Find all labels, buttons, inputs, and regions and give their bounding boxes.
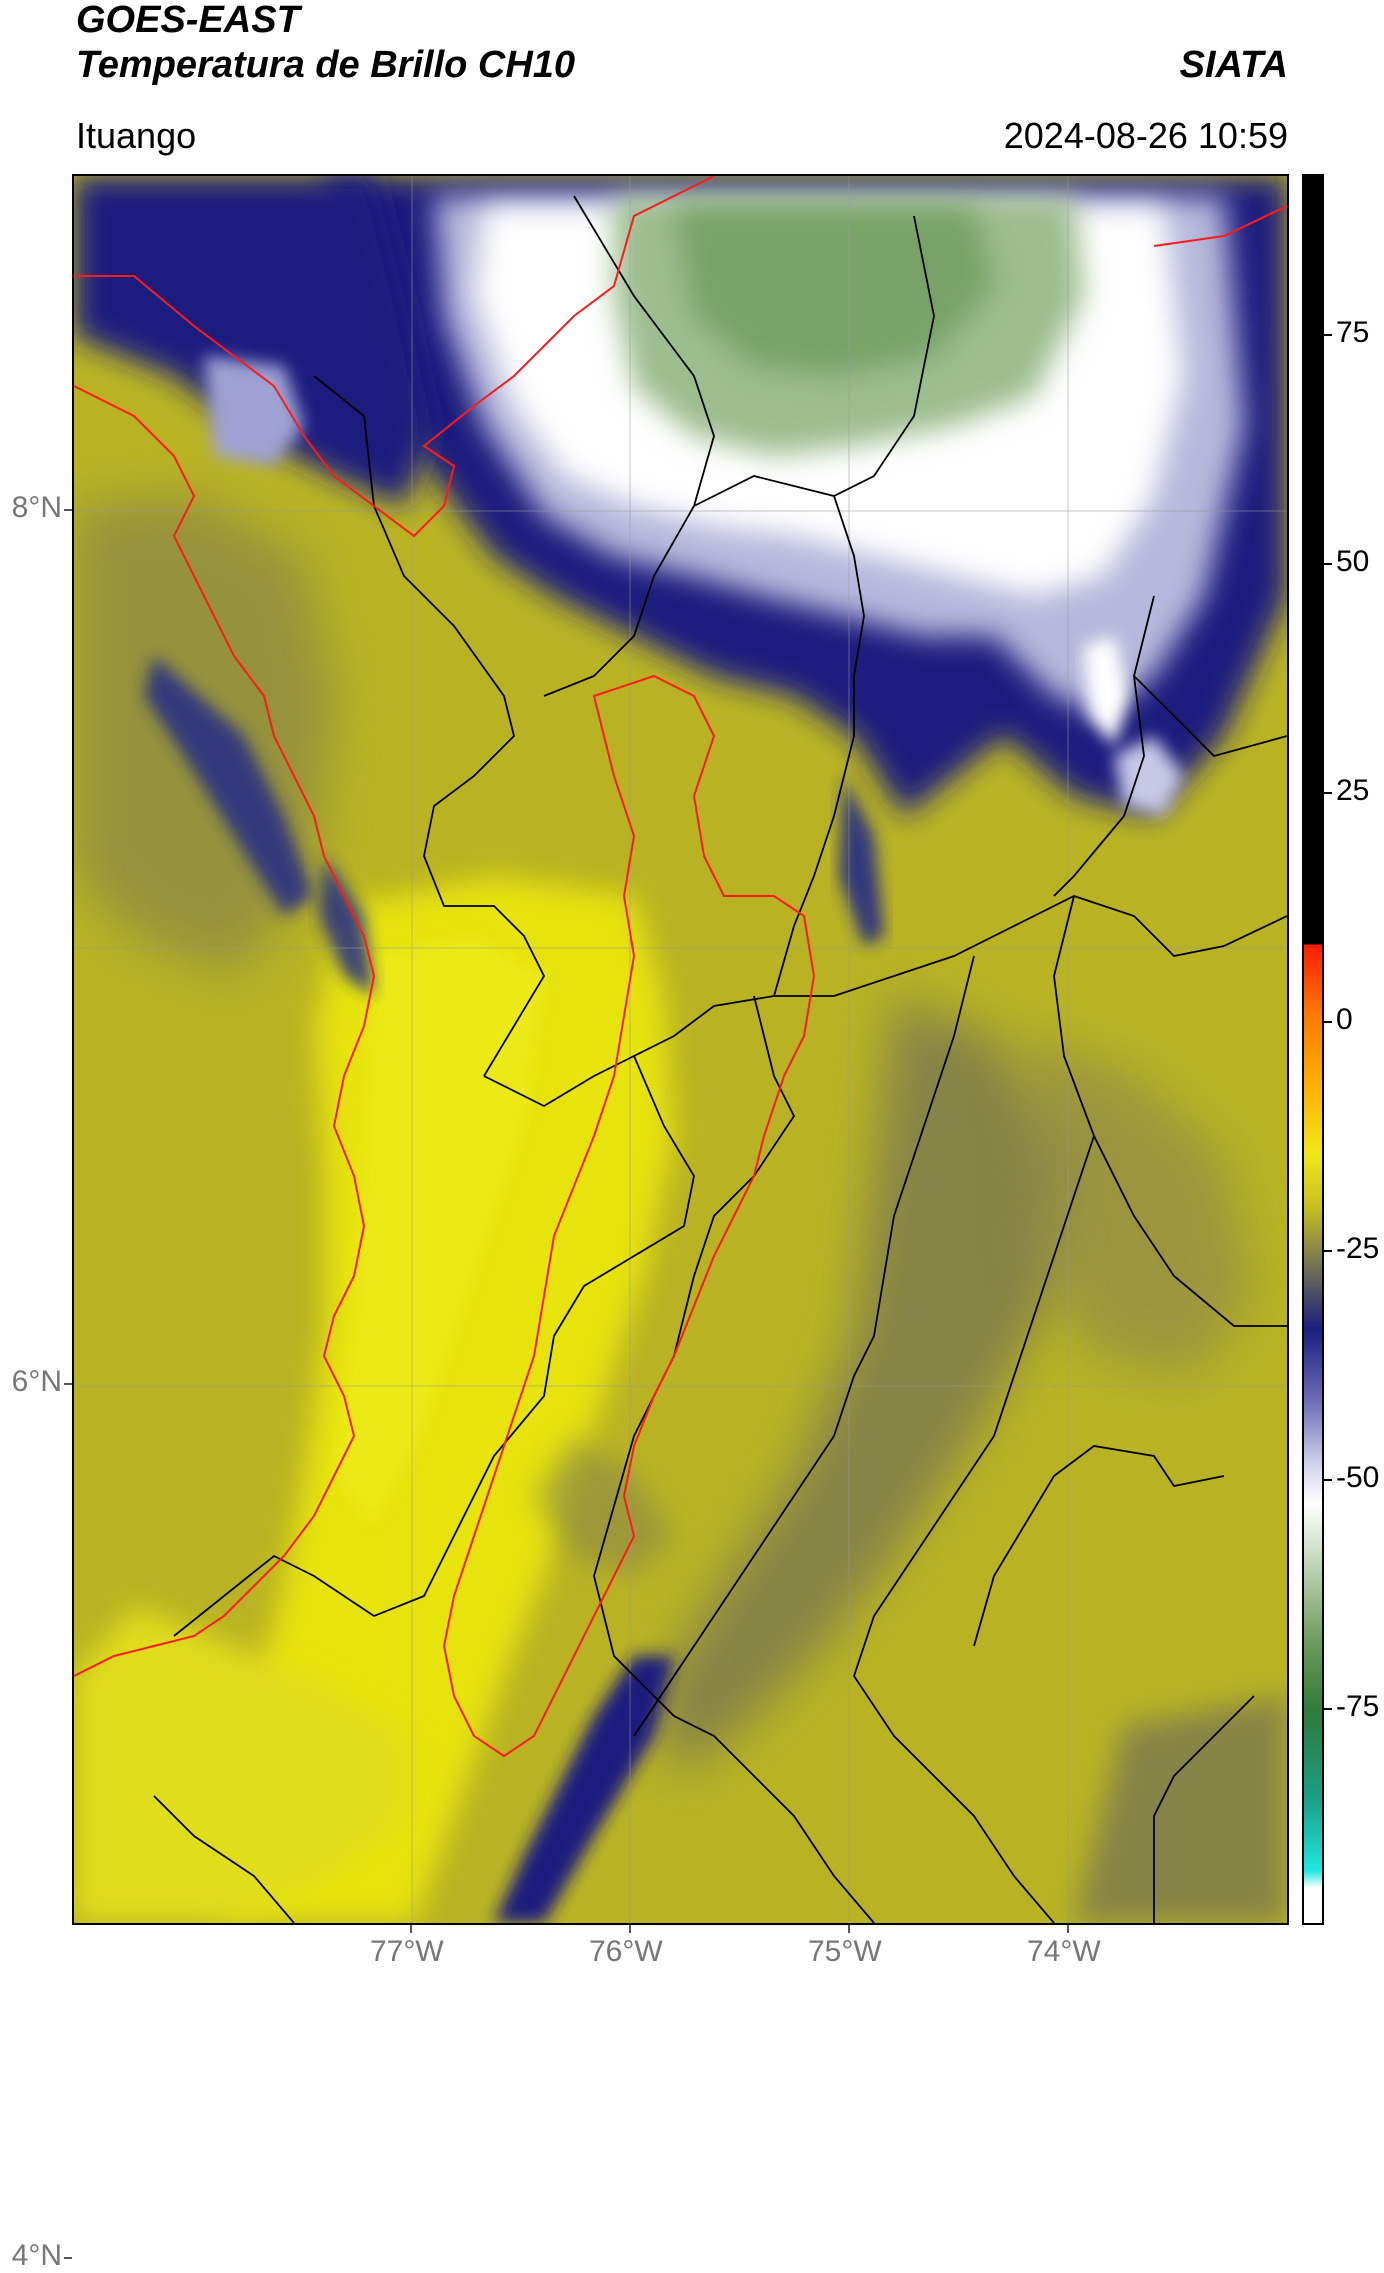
navy-streak-south [494,1656,674,1923]
lon-tick-mark [629,1925,631,1933]
colorbar-tick-mark [1324,1021,1332,1023]
navy-streak-coast [319,856,374,996]
colorbar-tick-mark [1324,334,1332,336]
colorbar-tick-label: 75 [1336,316,1370,349]
lat-tick-mark [64,1383,72,1385]
colorbar-tick-label: 0 [1336,1003,1353,1036]
green-cloud-inner [674,206,994,376]
colorbar [1302,174,1324,1925]
colorbar-tick-mark [1324,1250,1332,1252]
navy-streak-west [144,656,314,916]
map-canvas [74,176,1287,1923]
coast-and-basin [74,176,1287,1758]
colorbar-tick-mark [1324,1708,1332,1710]
lat-tick-mark [64,509,72,511]
olive-gray-south [534,1436,674,1576]
lat-tick-mark [64,2257,72,2259]
lat-tick-label: 4°N [11,2239,62,2272]
colorbar-tick-mark [1324,792,1332,794]
region-label: Ituango [76,115,197,156]
colorbar-tick-label: 50 [1336,545,1370,578]
lon-tick-mark [410,1925,412,1933]
brightness-temperature-map [72,174,1289,1925]
title-product: Temperatura de Brillo CH10 [76,44,576,86]
lon-tick-label: 74°W [1027,1935,1101,1968]
olive-gray-east [1024,1036,1254,1376]
navy-cloud-northwest [74,176,434,506]
lon-tick-label: 75°W [808,1935,882,1968]
lon-tick-mark [1067,1925,1069,1933]
colorbar-tick-label: -25 [1336,1232,1380,1265]
olive-gray-southeast [1074,1696,1287,1923]
lon-tick-mark [848,1925,850,1933]
lon-tick-label: 77°W [370,1935,444,1968]
yellow-south-west [74,1606,404,1923]
admin-borders [153,195,1287,1923]
navy-streak-center [839,776,884,946]
yellow-lowland [214,876,674,1923]
colorbar-tick-mark [1324,563,1332,565]
datetime-label: 2024-08-26 10:59 [1003,115,1288,156]
white-cloud-spot [1084,636,1129,746]
lon-tick-label: 76°W [589,1935,663,1968]
colorbar-tick-label: -75 [1336,1690,1380,1723]
agency-label: SIATA [1179,44,1288,86]
lat-tick-label: 6°N [11,1365,62,1398]
purple-cloud-west [204,356,304,466]
colorbar-tick-label: -50 [1336,1461,1380,1494]
graticule [74,176,1287,1923]
colorbar-tick-mark [1324,1479,1332,1481]
lat-tick-label: 8°N [11,491,62,524]
title-satellite: GOES-EAST [76,0,300,41]
colorbar-tick-label: 25 [1336,774,1370,807]
yellow-lowland-core [334,936,544,1526]
